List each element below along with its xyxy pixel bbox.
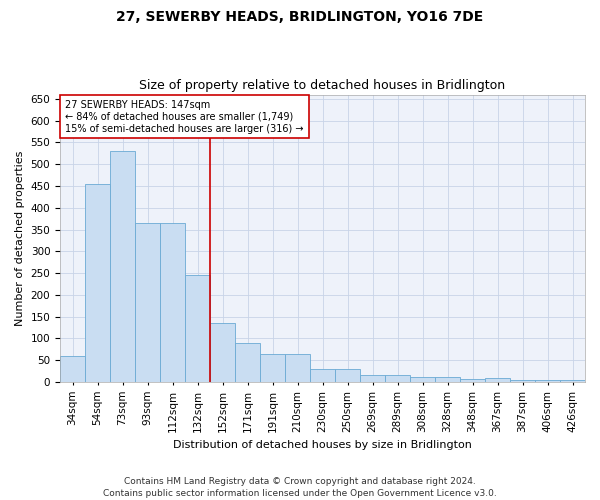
Text: 27, SEWERBY HEADS, BRIDLINGTON, YO16 7DE: 27, SEWERBY HEADS, BRIDLINGTON, YO16 7DE <box>116 10 484 24</box>
Bar <box>60 356 85 382</box>
Bar <box>335 369 360 382</box>
Bar <box>210 323 235 382</box>
Bar <box>535 380 560 382</box>
Title: Size of property relative to detached houses in Bridlington: Size of property relative to detached ho… <box>139 79 506 92</box>
Bar <box>360 376 385 382</box>
Bar <box>235 342 260 382</box>
Y-axis label: Number of detached properties: Number of detached properties <box>15 150 25 326</box>
Bar <box>410 376 435 382</box>
Bar <box>385 376 410 382</box>
Bar <box>185 275 210 382</box>
Bar <box>460 379 485 382</box>
Bar <box>135 223 160 382</box>
Bar <box>260 354 285 382</box>
Bar <box>285 354 310 382</box>
Text: Contains HM Land Registry data © Crown copyright and database right 2024.
Contai: Contains HM Land Registry data © Crown c… <box>103 476 497 498</box>
Text: 27 SEWERBY HEADS: 147sqm
← 84% of detached houses are smaller (1,749)
15% of sem: 27 SEWERBY HEADS: 147sqm ← 84% of detach… <box>65 100 304 134</box>
Bar <box>110 151 135 382</box>
X-axis label: Distribution of detached houses by size in Bridlington: Distribution of detached houses by size … <box>173 440 472 450</box>
Bar <box>510 380 535 382</box>
Bar <box>160 223 185 382</box>
Bar <box>560 380 585 382</box>
Bar <box>310 369 335 382</box>
Bar <box>435 376 460 382</box>
Bar <box>485 378 510 382</box>
Bar <box>85 184 110 382</box>
